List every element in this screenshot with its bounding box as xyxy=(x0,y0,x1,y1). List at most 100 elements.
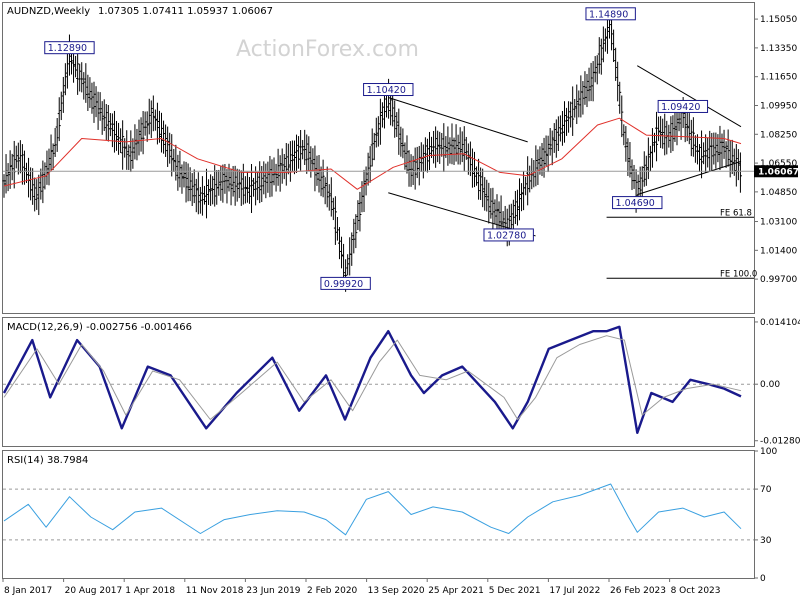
ohlc-bar xyxy=(487,182,491,224)
ohlc-bar xyxy=(704,134,708,173)
ohlc-bar xyxy=(520,183,524,212)
ohlc-bar xyxy=(401,128,405,159)
ohlc-bar xyxy=(329,177,333,217)
rsi-y-tick-label: 30 xyxy=(760,536,772,546)
ohlc-bar xyxy=(276,148,280,186)
ohlc-bar xyxy=(256,171,260,201)
ohlc-bar xyxy=(305,134,309,174)
ohlc-bar xyxy=(567,101,571,133)
ohlc-bar xyxy=(327,184,331,211)
ohlc-bar xyxy=(524,176,528,196)
ohlc-bar xyxy=(466,143,470,175)
ohlc-bar xyxy=(241,163,245,205)
ohlc-bar xyxy=(595,55,599,85)
ohlc-bar xyxy=(151,95,155,132)
ohlc-bar xyxy=(671,115,675,152)
ohlc-bar xyxy=(511,199,515,235)
price-label: 1.10420 xyxy=(367,85,406,96)
ohlc-bar xyxy=(614,47,618,81)
ohlc-bar xyxy=(575,84,579,125)
ohlc-bar xyxy=(284,143,288,186)
ohlc-bar xyxy=(706,137,710,168)
ohlc-bar xyxy=(720,133,724,168)
ohlc-bar xyxy=(368,146,372,183)
ohlc-bar xyxy=(577,90,581,118)
ohlc-bar xyxy=(22,150,26,185)
ohlc-label: 1.07305 1.07411 1.05937 1.06067 xyxy=(98,6,273,17)
ohlc-bar xyxy=(235,168,239,202)
ohlc-bar xyxy=(440,133,444,157)
ohlc-bar xyxy=(78,63,82,92)
ohlc-bar xyxy=(200,176,204,216)
ohlc-bar xyxy=(616,61,620,102)
ohlc-bar xyxy=(137,119,141,156)
ohlc-bar xyxy=(540,142,544,177)
ohlc-bar xyxy=(182,161,186,188)
ohlc-bar xyxy=(180,164,184,194)
ohlc-bar xyxy=(558,115,562,142)
ohlc-bar xyxy=(41,160,45,204)
ohlc-bar xyxy=(92,81,96,123)
x-tick-label: 2 Feb 2020 xyxy=(307,586,358,596)
ohlc-bar xyxy=(245,171,249,203)
ohlc-bar xyxy=(292,140,296,175)
ohlc-bar xyxy=(252,177,256,197)
ohlc-bar xyxy=(427,131,431,171)
ohlc-bar xyxy=(49,134,53,172)
price-plot: FE 61.8 FE 100.0 1.12890 1.10420 0.99920 1.02… xyxy=(2,7,757,292)
ohlc-bar xyxy=(391,95,395,127)
macd-plot xyxy=(2,325,754,434)
ohlc-bar xyxy=(223,164,227,194)
fibonacci-level-label: FE 61.8 xyxy=(720,208,752,218)
ohlc-bar xyxy=(313,145,317,192)
ohlc-bar xyxy=(479,167,483,201)
price-label: 1.04690 xyxy=(616,198,655,209)
ohlc-bar xyxy=(718,125,722,171)
ohlc-bar xyxy=(452,137,456,165)
ohlc-bar xyxy=(436,130,440,163)
ohlc-bar xyxy=(6,163,10,192)
moving-average-line xyxy=(3,117,742,190)
ohlc-bar xyxy=(18,140,22,174)
ohlc-bar xyxy=(184,161,188,203)
ohlc-bar xyxy=(149,100,153,139)
ohlc-bar xyxy=(63,63,67,96)
ohlc-bar xyxy=(446,126,450,166)
ohlc-bar xyxy=(141,110,145,155)
macd-line xyxy=(2,325,742,434)
ohlc-bar xyxy=(337,227,341,260)
ohlc-bar xyxy=(495,194,499,230)
ohlc-bar xyxy=(552,123,556,153)
ohlc-bar xyxy=(110,113,114,148)
ohlc-bar xyxy=(620,95,624,138)
x-tick-label: 11 Nov 2018 xyxy=(186,586,244,596)
macd-panel-frame xyxy=(2,317,755,447)
ohlc-bar xyxy=(282,154,286,180)
macd-y-tick-label: 0.014104 xyxy=(760,318,800,328)
ohlc-bar xyxy=(372,132,376,161)
rsi-plot xyxy=(3,483,754,541)
ohlc-bar xyxy=(493,199,497,225)
ohlc-bar xyxy=(421,144,425,179)
ohlc-bar xyxy=(346,254,350,276)
ohlc-bar xyxy=(626,138,630,177)
ohlc-bar xyxy=(350,232,354,266)
ohlc-bar xyxy=(295,134,299,173)
ohlc-bar xyxy=(593,56,597,83)
ohlc-bar xyxy=(108,113,112,137)
ohlc-bar xyxy=(37,174,41,216)
ohlc-bar xyxy=(454,124,458,162)
ohlc-bar xyxy=(82,72,86,100)
price-y-tick-label: 1.01400 xyxy=(760,246,797,256)
ohlc-bar xyxy=(393,100,397,138)
ohlc-bar xyxy=(172,149,176,173)
ohlc-bar xyxy=(335,217,339,241)
ohlc-bar xyxy=(119,128,123,154)
ohlc-bar xyxy=(258,161,262,204)
ohlc-bar xyxy=(653,132,657,153)
ohlc-bar xyxy=(31,168,35,205)
ohlc-bar xyxy=(145,111,149,142)
macd-signal-line xyxy=(3,335,742,420)
ohlc-bar xyxy=(358,191,362,232)
x-tick-label: 25 Apr 2021 xyxy=(428,586,484,596)
